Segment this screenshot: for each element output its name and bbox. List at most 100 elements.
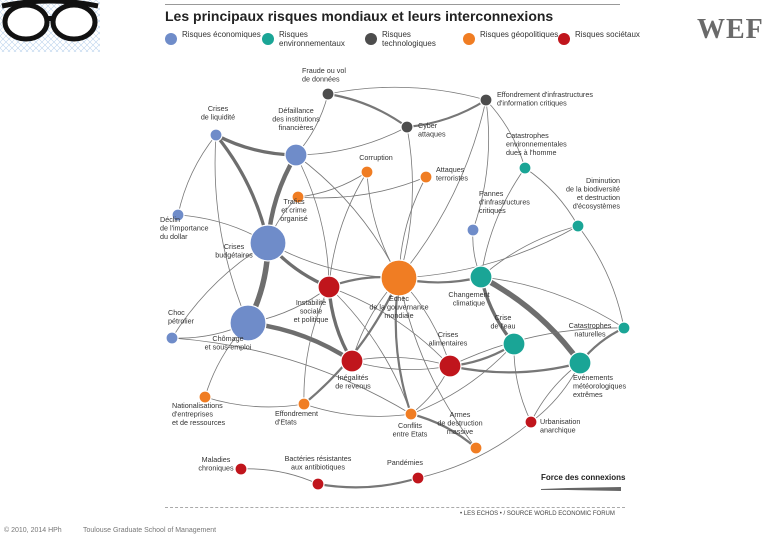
node-effondrement_info [479,93,493,107]
node-pannes [466,223,480,237]
edge-cyber-effondrement_info [405,98,488,129]
edge-attaques-trafics [297,176,427,199]
source-credit: • LES ECHOS • / SOURCE WORLD ECONOMIC FO… [460,511,615,517]
edge-defaillance-gouvernance [295,154,400,279]
edge-changement-catastrophes_naturelles [480,276,625,329]
legend-label: Risques sociétaux [575,30,640,39]
node-trafics [291,190,305,204]
node-label-defaillance: Défaillance des institutions financières [272,106,320,132]
node-label-pannes: Pannes d'infrastructures critiques [479,189,530,215]
nodes-layer [165,87,631,491]
node-label-armes: Armes de destruction massive [437,410,482,436]
edge-effondrement_info-pannes [472,99,490,231]
node-inegalites [340,349,364,373]
node-label-attaques: Attaques terroristes [436,165,468,183]
edge-gouvernance-biodiversite [398,225,579,279]
node-label-meteo: Evénements météorologiques extrêmes [573,373,627,399]
node-label-maladies: Maladies chroniques [198,455,234,473]
edge-crises_liquidite-dollar [177,134,217,216]
node-label-bacteries: Bactéries résistantes aux antibiotiques [285,454,352,472]
legend-swatch [262,33,274,45]
edge-nationalisations-effondrement_etats [204,396,305,408]
node-label-inegalites: Inégalités de revenus [335,373,371,391]
legend-swatch [558,33,570,45]
node-meteo [568,351,592,375]
node-label-chomage: Chômage et sous-emploi [205,334,252,352]
edge-effondrement_etats-conflits [303,403,412,417]
node-label-crises_liquidite: Crises de liquidité [201,104,235,122]
node-crises_budgetaires [249,224,287,262]
chart-title: Les principaux risques mondiaux et leurs… [165,8,554,24]
edge-corruption-instabilite [328,171,368,288]
edge-fraude-cyber [326,92,409,129]
edge-defaillance-instabilite [295,154,330,288]
node-label-fraude: Fraude ou vol de données [302,66,346,84]
node-crises_liquidite [209,128,223,142]
node-cyber [400,120,414,134]
edge-choc_petrolier-conflits [171,337,412,415]
legend-swatch [165,33,177,45]
node-label-cyber: Cyber attaques [418,121,446,139]
node-label-corruption: Corruption [359,153,393,162]
node-label-effondrement_etats: Effondrement d'Etats [275,409,318,427]
node-gouvernance [380,259,418,297]
node-attaques [419,170,433,184]
wef-logo-text: WEF [697,14,764,45]
edge-biodiversite-catastrophes_naturelles [577,225,625,329]
force-legend-graphic [541,487,621,491]
node-label-gouvernance: Echec de la gouvernance mondiale [369,294,428,320]
node-crise_eau [502,332,526,356]
node-changement [469,265,493,289]
footer-school: Toulouse Graduate School of Management [83,527,217,534]
node-corruption [360,165,374,179]
node-label-pandemies: Pandémies [387,458,423,467]
legend-label: Risques géopolitiques [480,30,559,39]
edge-catastrophes_homme-changement [480,167,526,278]
node-armes [469,441,483,455]
edge-catastrophes_naturelles-crises_alimentaires [449,327,625,367]
edge-crises_alimentaires-meteo [448,361,582,374]
node-nationalisations [198,390,212,404]
labels-layer: Fraude ou vol de données Effondrement d'in… [160,66,627,473]
legend-swatch [463,33,475,45]
legend-label: Risques économiques [182,30,261,39]
footer-copyright: © 2010, 2014 HPh [4,527,62,534]
node-dollar [171,208,185,222]
node-catastrophes_homme [518,161,532,175]
node-instabilite [317,275,341,299]
node-pandemies [411,471,425,485]
node-label-biodiversite: Diminution de la biodiversité et destructi… [566,176,620,211]
node-choc_petrolier [165,331,179,345]
edge-pandemies-urbanisation [417,421,532,479]
glasses-logo-icon [0,0,100,52]
edge-instabilite-conflits [328,286,412,415]
node-label-instabilite: Instabilité sociale et politique [294,298,329,324]
edge-crises_alimentaires-instabilite [328,286,451,367]
node-defaillance [284,143,308,167]
node-chomage [229,304,267,342]
node-maladies [234,462,248,476]
edge-biodiversite-changement [480,225,579,278]
node-fraude [321,87,335,101]
legend-swatch [365,33,377,45]
edge-crise_eau-conflits [410,343,515,415]
node-conflits [404,407,418,421]
edge-pandemies-bacteries [316,476,420,489]
edge-effondrement_etats-instabilite [303,286,330,405]
node-label-choc_petrolier: Choc pétrolier [168,308,195,326]
node-label-dollar: Déclin de l'importance du dollar [160,215,209,241]
node-effondrement_etats [297,397,311,411]
edge-armes-gouvernance [398,277,477,449]
edge-conflits-armes [409,412,478,450]
edge-effondrement_info-gouvernance [398,99,487,279]
node-label-urbanisation: Urbanisation anarchique [540,417,580,435]
node-label-effondrement_info: Effondrement d'infrastructures d'informat… [497,90,593,108]
edge-bacteries-maladies [240,468,319,485]
node-label-changement: Changement climatique [448,290,489,308]
edge-defaillance-cyber [295,126,408,156]
edge-crises_liquidite-chomage [214,134,249,324]
node-label-catastrophes_naturelles: Catastrophes naturelles [569,321,612,339]
node-bacteries [311,477,325,491]
edge-corruption-trafics [297,171,368,198]
